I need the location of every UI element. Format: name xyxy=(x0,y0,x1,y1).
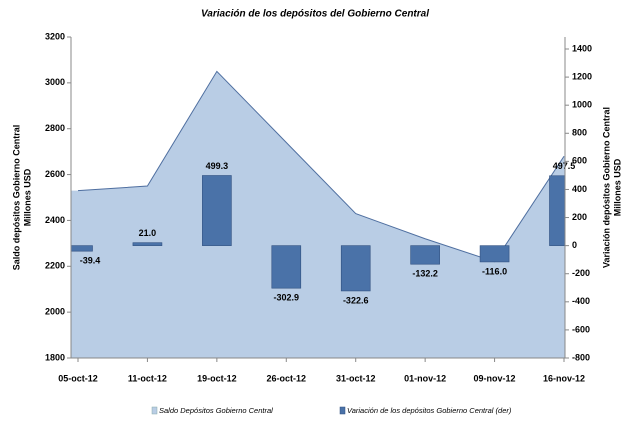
x-tick-label: 05-oct-12 xyxy=(58,373,98,383)
y-tick-label: 2000 xyxy=(45,307,65,317)
data-label: -302.9 xyxy=(274,293,300,303)
y2-tick-label: -200 xyxy=(572,268,590,278)
x-tick-label: 26-oct-12 xyxy=(267,373,307,383)
y2-tick-label: 600 xyxy=(572,156,587,166)
bar xyxy=(479,245,510,263)
y2-tick-label: 800 xyxy=(572,128,587,138)
x-tick-label: 19-oct-12 xyxy=(197,373,237,383)
y2-axis-label: Variación depósitos Gobierno Central xyxy=(601,107,611,268)
y2-tick-label: 1000 xyxy=(572,100,592,110)
x-tick-label: 09-nov-12 xyxy=(474,373,516,383)
y2-tick-label: -400 xyxy=(572,296,590,306)
legend-label: Saldo Depósitos Gobierno Central xyxy=(159,406,273,415)
area xyxy=(71,71,565,358)
y2-tick-label: 400 xyxy=(572,184,587,194)
y-axis-label: Saldo depósitos Gobierno Central xyxy=(11,125,21,271)
y-tick-label: 3200 xyxy=(45,31,65,41)
data-label: -322.6 xyxy=(343,295,369,305)
y2-tick-label: 1200 xyxy=(572,71,592,81)
bar xyxy=(549,175,565,246)
data-label: 499.3 xyxy=(206,161,229,171)
y2-tick-label: -800 xyxy=(572,352,590,362)
y-tick-label: 2200 xyxy=(45,261,65,271)
y2-tick-label: 0 xyxy=(572,240,577,250)
legend-swatch xyxy=(339,406,346,415)
data-label: -132.2 xyxy=(412,269,438,279)
x-tick-label: 01-nov-12 xyxy=(404,373,446,383)
y2-tick-label: 1400 xyxy=(572,43,592,53)
y-tick-label: 1800 xyxy=(45,352,65,362)
bar xyxy=(340,245,371,292)
y2-tick-label: 200 xyxy=(572,212,587,222)
data-label: 497.5 xyxy=(553,161,576,171)
legend-label: Variación de los depósitos Gobierno Cent… xyxy=(347,406,512,415)
y2-tick-label: -600 xyxy=(572,324,590,334)
y-tick-label: 2600 xyxy=(45,169,65,179)
plot xyxy=(71,70,565,358)
x-tick-label: 16-nov-12 xyxy=(543,373,585,383)
y2-axis-label: Millones USD xyxy=(612,158,622,216)
bar xyxy=(71,245,93,252)
chart-title: Variación de los depósitos del Gobierno … xyxy=(201,9,429,20)
y-tick-label: 3000 xyxy=(45,77,65,87)
bar xyxy=(410,245,440,265)
y-axis-label: Millones USD xyxy=(22,168,32,226)
bar xyxy=(271,245,302,289)
bar xyxy=(202,175,232,246)
y-tick-label: 2400 xyxy=(45,215,65,225)
x-tick-label: 31-oct-12 xyxy=(336,373,376,383)
data-label: -116.0 xyxy=(482,266,507,276)
data-label: 21.0 xyxy=(139,228,157,238)
x-tick-label: 11-oct-12 xyxy=(128,373,167,383)
data-label: -39.4 xyxy=(80,256,101,266)
legend-swatch xyxy=(151,406,158,415)
bar xyxy=(132,242,163,246)
y-tick-label: 2800 xyxy=(45,123,65,133)
